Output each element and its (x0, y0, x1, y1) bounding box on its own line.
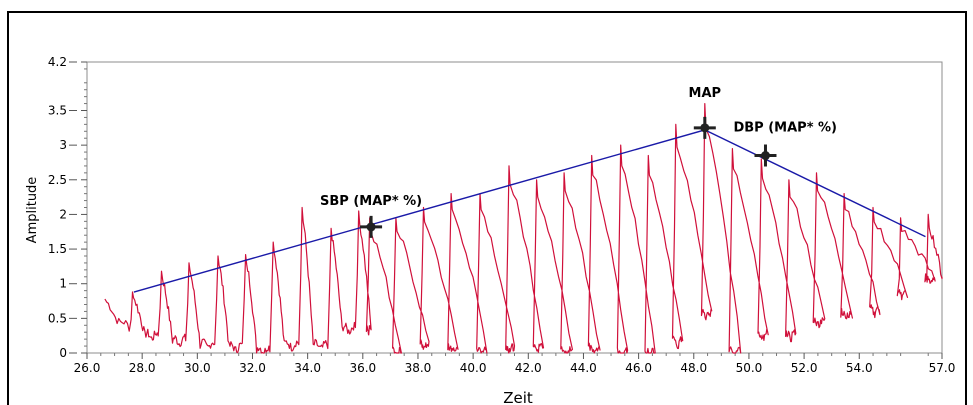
x-tick-label: 40.0 (460, 361, 487, 375)
x-tick-label: 36.0 (349, 361, 376, 375)
x-tick-label: 26.0 (74, 361, 101, 375)
y-tick-label: 1.5 (48, 242, 67, 256)
x-tick-label: 38.0 (405, 361, 432, 375)
x-tick-label: 28.0 (129, 361, 156, 375)
y-tick-label: 3 (59, 138, 67, 152)
x-tick-label: 52.0 (791, 361, 818, 375)
x-tick-label: 30.0 (184, 361, 211, 375)
map-marker-label: MAP (689, 86, 722, 101)
x-tick-label: 32.0 (239, 361, 266, 375)
x-tick-label: 50.0 (736, 361, 763, 375)
x-tick-label: 46.0 (625, 361, 652, 375)
map-marker-dot (700, 123, 710, 133)
x-tick-label: 54.0 (846, 361, 873, 375)
x-tick-label: 44.0 (570, 361, 597, 375)
y-tick-label: 4.2 (48, 55, 67, 69)
y-tick-label: 2 (59, 207, 67, 221)
x-tick-label: 48.0 (680, 361, 707, 375)
y-tick-label: 0.5 (48, 311, 67, 325)
dbp-marker-label: DBP (MAP* %) (733, 121, 837, 136)
y-tick-label: 1 (59, 277, 67, 291)
y-tick-label: 2.5 (48, 173, 67, 187)
y-tick-label: 0 (59, 346, 67, 360)
x-axis-label: Zeit (503, 389, 533, 405)
y-axis-label: Amplitude (25, 177, 40, 244)
plot-area (86, 61, 943, 354)
pulse-signal-line (104, 103, 943, 354)
sbp-marker-label: SBP (MAP* %) (320, 194, 422, 209)
x-tick-label: 42.0 (515, 361, 542, 375)
dbp-marker-dot (760, 151, 770, 161)
sbp-marker-dot (366, 222, 376, 232)
x-tick-label: 34.0 (294, 361, 321, 375)
x-tick-label: 57.0 (929, 361, 956, 375)
y-tick-label: 3.5 (48, 104, 67, 118)
